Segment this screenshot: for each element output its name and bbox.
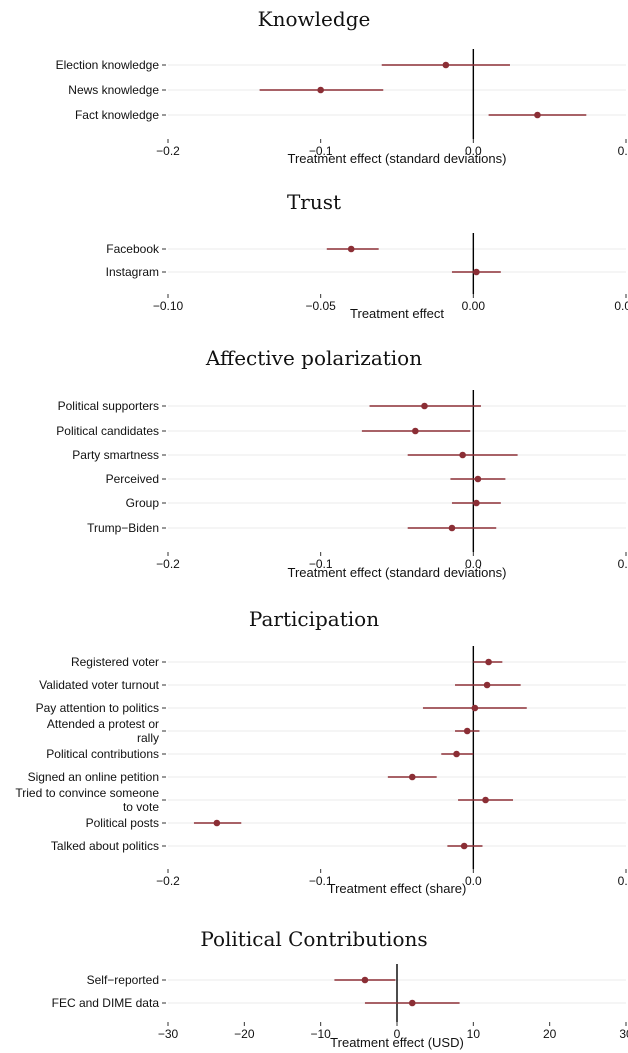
estimate-point — [482, 796, 489, 804]
x-tick-label: 30 — [619, 1027, 628, 1041]
y-tick-label: Trump−Biden — [87, 521, 159, 535]
panel-title-2: Affective polarization — [205, 346, 422, 370]
y-tick-label: Political supporters — [58, 399, 159, 413]
estimate-point — [442, 61, 450, 69]
panel-title-0: Knowledge — [258, 7, 371, 31]
x-axis-title: Treatment effect (USD) — [330, 1035, 464, 1050]
estimate-point — [213, 819, 221, 827]
y-tick-label: Perceived — [106, 472, 159, 486]
estimate-point — [473, 268, 480, 276]
y-tick-label: Instagram — [106, 265, 159, 279]
panel-title-1: Trust — [287, 190, 341, 214]
y-tick-label: Self−reported — [87, 973, 159, 987]
estimate-point — [361, 976, 369, 984]
estimate-point — [408, 773, 416, 781]
y-tick-label: Signed an online petition — [28, 770, 159, 784]
x-tick-label: 0.00 — [462, 299, 486, 313]
y-tick-label: Party smartness — [72, 448, 159, 462]
estimate-point — [463, 727, 471, 735]
y-tick-label: Election knowledge — [56, 58, 160, 72]
x-tick-label: 0 — [394, 1027, 401, 1041]
x-tick-label: −0.2 — [156, 144, 180, 158]
y-tick-label: Pay attention to politics — [36, 701, 159, 715]
y-tick-label: Group — [126, 496, 160, 510]
estimate-point — [474, 475, 482, 483]
y-tick-label: Validated voter turnout — [39, 678, 160, 692]
estimate-point — [534, 111, 541, 119]
y-tick-label: Fact knowledge — [75, 108, 159, 122]
y-tick-label: Political contributions — [46, 747, 159, 761]
x-tick-label: 0.1 — [618, 874, 628, 888]
estimate-point — [421, 402, 428, 410]
y-tick-label: Facebook — [106, 242, 160, 256]
x-tick-label: −0.05 — [305, 299, 336, 313]
x-axis-title: Treatment effect (share) — [328, 881, 467, 896]
x-tick-label: 0.0 — [465, 557, 482, 571]
x-tick-label: −20 — [234, 1027, 255, 1041]
x-axis-title: Treatment effect — [350, 306, 444, 321]
y-tick-label: to vote — [123, 800, 159, 814]
y-tick-label: Political posts — [86, 816, 159, 830]
estimate-point — [453, 750, 460, 758]
x-tick-label: −0.2 — [156, 874, 180, 888]
x-tick-label: 0.1 — [618, 144, 628, 158]
y-tick-label: Tried to convince someone — [15, 786, 159, 800]
estimate-point — [471, 704, 479, 712]
estimate-point — [408, 999, 416, 1007]
x-tick-label: −0.1 — [309, 557, 333, 571]
estimate-point — [317, 86, 324, 94]
y-tick-label: Political candidates — [56, 424, 159, 438]
estimate-point — [473, 499, 480, 507]
x-tick-label: −0.10 — [153, 299, 184, 313]
estimate-point — [448, 524, 456, 532]
y-tick-label: Registered voter — [71, 655, 159, 669]
x-tick-label: 0.0 — [465, 874, 482, 888]
estimate-point — [485, 658, 492, 666]
estimate-point — [412, 427, 419, 435]
x-tick-label: −30 — [158, 1027, 179, 1041]
panel-title-3: Participation — [249, 607, 379, 631]
x-tick-label: 10 — [467, 1027, 481, 1041]
x-tick-label: −0.1 — [309, 144, 333, 158]
estimate-point — [460, 842, 468, 850]
y-tick-label: Talked about politics — [51, 839, 159, 853]
x-tick-label: 0.05 — [614, 299, 628, 313]
estimate-point — [459, 451, 466, 459]
x-tick-label: −0.1 — [309, 874, 333, 888]
estimate-point — [347, 245, 355, 253]
x-tick-label: 0.1 — [618, 557, 628, 571]
x-tick-label: 20 — [543, 1027, 557, 1041]
estimate-point — [483, 681, 491, 689]
x-tick-label: −10 — [310, 1027, 331, 1041]
x-tick-label: −0.2 — [156, 557, 180, 571]
x-axis-title: Treatment effect (standard deviations) — [288, 565, 507, 580]
panel-title-4: Political Contributions — [200, 927, 427, 951]
y-tick-label: FEC and DIME data — [52, 996, 160, 1010]
y-tick-label: Attended a protest or — [47, 717, 159, 731]
x-axis-title: Treatment effect (standard deviations) — [288, 151, 507, 166]
y-tick-label: News knowledge — [68, 83, 159, 97]
x-tick-label: 0.0 — [465, 144, 482, 158]
y-tick-label: rally — [137, 731, 159, 745]
